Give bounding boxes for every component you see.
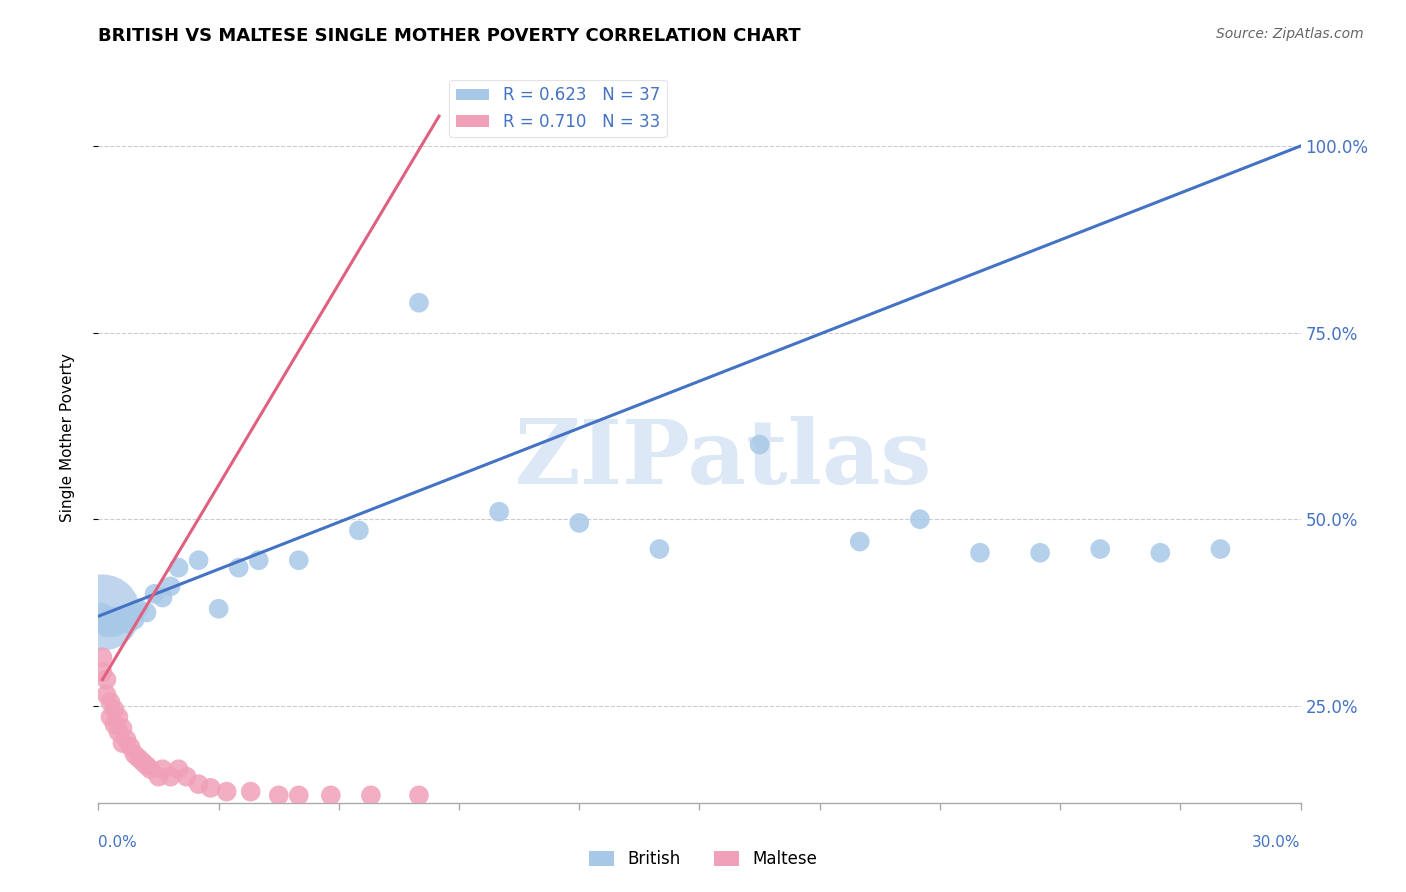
Point — [91, 606, 114, 620]
Point — [91, 606, 114, 620]
Point — [176, 770, 198, 784]
Point — [568, 516, 591, 530]
Point — [103, 702, 125, 716]
Point — [100, 609, 122, 624]
Point — [120, 609, 142, 624]
Point — [135, 606, 157, 620]
Point — [1088, 542, 1111, 557]
Point — [239, 784, 262, 798]
Point — [135, 758, 157, 772]
Point — [167, 762, 190, 776]
Point — [648, 542, 671, 557]
Point — [115, 732, 138, 747]
Point — [408, 789, 430, 803]
Text: 30.0%: 30.0% — [1253, 836, 1301, 850]
Point — [152, 591, 174, 605]
Point — [96, 613, 118, 627]
Point — [96, 673, 118, 687]
Point — [115, 616, 138, 631]
Point — [288, 553, 311, 567]
Point — [908, 512, 931, 526]
Point — [969, 546, 991, 560]
Point — [91, 650, 114, 665]
Point — [215, 784, 238, 798]
Point — [107, 725, 129, 739]
Text: BRITISH VS MALTESE SINGLE MOTHER POVERTY CORRELATION CHART: BRITISH VS MALTESE SINGLE MOTHER POVERTY… — [98, 27, 801, 45]
Point — [107, 710, 129, 724]
Point — [120, 739, 142, 754]
Point — [228, 560, 250, 574]
Point — [103, 717, 125, 731]
Point — [91, 665, 114, 680]
Point — [159, 579, 181, 593]
Point — [96, 620, 118, 634]
Point — [139, 762, 162, 776]
Point — [748, 437, 770, 451]
Point — [100, 695, 122, 709]
Point — [128, 601, 150, 615]
Point — [247, 553, 270, 567]
Text: Source: ZipAtlas.com: Source: ZipAtlas.com — [1216, 27, 1364, 41]
Point — [100, 710, 122, 724]
Point — [288, 789, 311, 803]
Point — [152, 762, 174, 776]
Point — [124, 613, 146, 627]
Point — [143, 587, 166, 601]
Text: 0.0%: 0.0% — [98, 836, 138, 850]
Point — [200, 780, 222, 795]
Point — [1149, 546, 1171, 560]
Point — [187, 553, 209, 567]
Point — [208, 601, 231, 615]
Point — [159, 770, 181, 784]
Point — [107, 609, 129, 624]
Point — [148, 770, 170, 784]
Point — [267, 789, 290, 803]
Point — [100, 613, 122, 627]
Y-axis label: Single Mother Poverty: Single Mother Poverty — [60, 352, 75, 522]
Point — [408, 295, 430, 310]
Point — [111, 613, 134, 627]
Point — [347, 524, 370, 538]
Point — [1029, 546, 1052, 560]
Point — [124, 747, 146, 762]
Legend: British, Maltese: British, Maltese — [582, 844, 824, 875]
Point — [167, 560, 190, 574]
Point — [111, 736, 134, 750]
Legend: R = 0.623   N = 37, R = 0.710   N = 33: R = 0.623 N = 37, R = 0.710 N = 33 — [450, 79, 666, 137]
Point — [131, 755, 153, 769]
Point — [319, 789, 342, 803]
Point — [91, 616, 114, 631]
Point — [103, 616, 125, 631]
Point — [96, 688, 118, 702]
Point — [1209, 542, 1232, 557]
Point — [128, 751, 150, 765]
Point — [111, 721, 134, 735]
Point — [103, 620, 125, 634]
Point — [360, 789, 382, 803]
Text: ZIPatlas: ZIPatlas — [515, 416, 932, 502]
Point — [187, 777, 209, 791]
Point — [488, 505, 510, 519]
Point — [849, 534, 872, 549]
